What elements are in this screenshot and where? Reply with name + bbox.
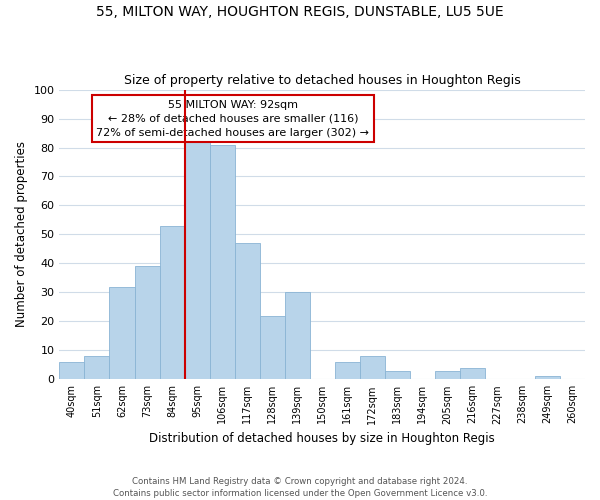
Bar xyxy=(185,142,209,380)
Text: 55, MILTON WAY, HOUGHTON REGIS, DUNSTABLE, LU5 5UE: 55, MILTON WAY, HOUGHTON REGIS, DUNSTABL… xyxy=(96,5,504,19)
Bar xyxy=(260,316,284,380)
Title: Size of property relative to detached houses in Houghton Regis: Size of property relative to detached ho… xyxy=(124,74,521,87)
Bar xyxy=(235,243,260,380)
Bar xyxy=(460,368,485,380)
Bar xyxy=(284,292,310,380)
Bar xyxy=(109,286,134,380)
Text: 55 MILTON WAY: 92sqm
← 28% of detached houses are smaller (116)
72% of semi-deta: 55 MILTON WAY: 92sqm ← 28% of detached h… xyxy=(97,100,370,138)
Bar xyxy=(435,370,460,380)
Bar xyxy=(160,226,185,380)
Bar xyxy=(360,356,385,380)
Bar xyxy=(335,362,360,380)
Bar xyxy=(134,266,160,380)
Bar xyxy=(535,376,560,380)
Bar xyxy=(85,356,109,380)
Bar xyxy=(209,144,235,380)
Text: Contains HM Land Registry data © Crown copyright and database right 2024.
Contai: Contains HM Land Registry data © Crown c… xyxy=(113,476,487,498)
Bar xyxy=(59,362,85,380)
X-axis label: Distribution of detached houses by size in Houghton Regis: Distribution of detached houses by size … xyxy=(149,432,495,445)
Y-axis label: Number of detached properties: Number of detached properties xyxy=(15,142,28,328)
Bar xyxy=(385,370,410,380)
